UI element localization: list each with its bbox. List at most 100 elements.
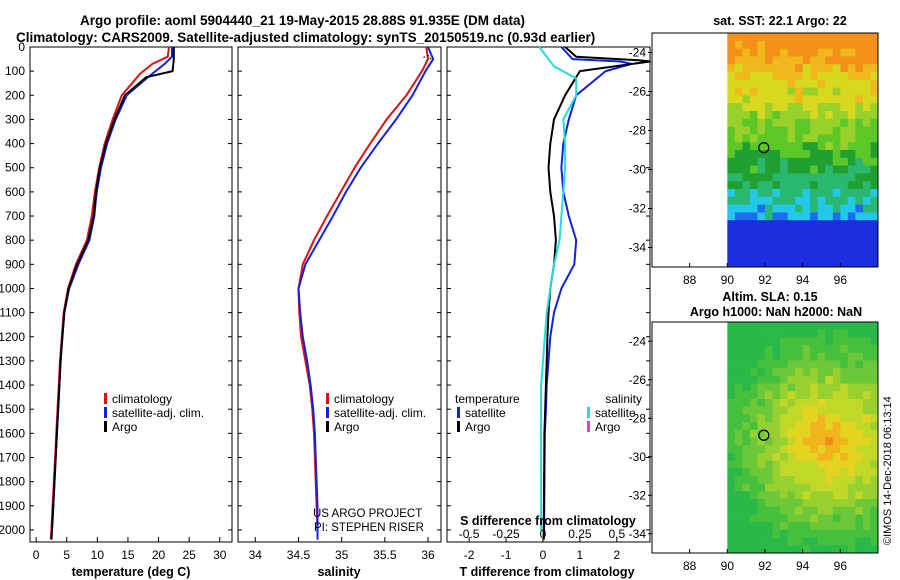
map-cell xyxy=(734,196,743,205)
map-cell xyxy=(810,189,819,198)
map-cell xyxy=(840,33,849,42)
map-cell xyxy=(742,134,751,143)
map-cell xyxy=(870,445,879,454)
map-cell xyxy=(810,391,819,400)
map-cell xyxy=(772,157,781,166)
map-cell xyxy=(787,422,796,431)
map-cell xyxy=(765,157,773,166)
map-cell xyxy=(840,368,849,377)
sla-map: -24 -26 -28 -30 -32 -34 88 90 92 94 96 xyxy=(629,321,879,573)
map-cell xyxy=(847,399,856,408)
map-cell xyxy=(862,383,871,392)
map-cell xyxy=(765,537,773,546)
map-cell xyxy=(757,483,766,492)
map-cell xyxy=(780,243,788,252)
map-cell xyxy=(855,491,864,500)
map-cell xyxy=(780,414,788,423)
map-cell xyxy=(787,48,796,57)
map-cell xyxy=(734,33,743,42)
map-cell xyxy=(795,437,804,446)
map-cell xyxy=(765,259,773,268)
map-cell xyxy=(787,87,796,96)
title-line-1: Argo profile: aoml 5904440_21 19-May-201… xyxy=(80,13,525,28)
map-x-tick-label: 96 xyxy=(834,559,848,573)
map-cell xyxy=(742,476,751,485)
map-cell xyxy=(862,375,871,384)
map-cell xyxy=(832,111,841,120)
map-cell xyxy=(847,196,856,205)
map-cell xyxy=(817,422,826,431)
map-cell xyxy=(870,95,879,104)
map-cell xyxy=(727,360,736,369)
map-cell xyxy=(862,228,871,237)
map-cell xyxy=(749,181,758,190)
map-cell xyxy=(817,360,826,369)
map-cell xyxy=(734,103,743,112)
map-cell xyxy=(862,103,871,112)
map-cell xyxy=(840,95,849,104)
depth-tick-label: 600 xyxy=(5,185,25,199)
map-cell xyxy=(840,322,849,331)
map-cell xyxy=(847,95,856,104)
map-cell xyxy=(742,483,751,492)
map-cell xyxy=(840,329,849,338)
map-cell xyxy=(757,134,766,143)
depth-tick-label: 1200 xyxy=(0,330,25,344)
map-cell xyxy=(810,228,819,237)
map-cell xyxy=(855,251,864,260)
map-cell xyxy=(817,391,826,400)
map-cell xyxy=(832,383,841,392)
map-cell xyxy=(825,529,834,538)
map-cell xyxy=(847,537,856,546)
depth-tick-label: 200 xyxy=(5,88,25,102)
map-cell xyxy=(727,383,736,392)
map-cell xyxy=(840,56,849,65)
map-cell xyxy=(795,118,804,127)
map-cell xyxy=(862,360,871,369)
temperature-legend: climatology satellite-adj. clim. Argo xyxy=(104,392,204,434)
map-cell xyxy=(742,87,751,96)
map-cell xyxy=(749,150,758,159)
map-cell xyxy=(787,506,796,515)
map-cell xyxy=(749,329,758,338)
map-cell xyxy=(817,134,826,143)
map-cell xyxy=(780,452,788,461)
map-cell xyxy=(810,243,819,252)
map-cell xyxy=(749,514,758,523)
map-cell xyxy=(727,506,736,515)
map-cell xyxy=(810,406,819,415)
map-cell xyxy=(825,103,834,112)
map-cell xyxy=(780,72,788,81)
map-cell xyxy=(840,529,849,538)
map-cell xyxy=(734,40,743,49)
map-cell xyxy=(817,545,826,554)
map-cell xyxy=(772,165,781,174)
map-cell xyxy=(772,72,781,81)
map-cell xyxy=(817,189,826,198)
map-cell xyxy=(787,95,796,104)
map-cell xyxy=(825,72,834,81)
map-cell xyxy=(757,422,766,431)
map-cell xyxy=(817,150,826,159)
map-cell xyxy=(727,429,736,438)
map-cell xyxy=(795,529,804,538)
map-cell xyxy=(810,529,819,538)
salinity-legend: climatology satellite-adj. clim. Argo xyxy=(326,392,426,434)
map-cell xyxy=(802,414,811,423)
map-cell xyxy=(734,491,743,500)
map-cell xyxy=(787,337,796,346)
map-cell xyxy=(749,87,758,96)
map-cell xyxy=(780,506,788,515)
map-cell xyxy=(727,56,736,65)
series-line xyxy=(542,46,651,540)
map-cell xyxy=(780,79,788,88)
difference-panel: -2 -1 0 1 2 -0.5 -0.25 0 0.25 0.5 xyxy=(447,46,651,562)
map-cell xyxy=(832,79,841,88)
map-cell xyxy=(847,189,856,198)
map-cell xyxy=(825,259,834,268)
map-cell xyxy=(840,243,849,252)
map-cell xyxy=(862,329,871,338)
map-cell xyxy=(727,522,736,531)
map-cell xyxy=(802,468,811,477)
